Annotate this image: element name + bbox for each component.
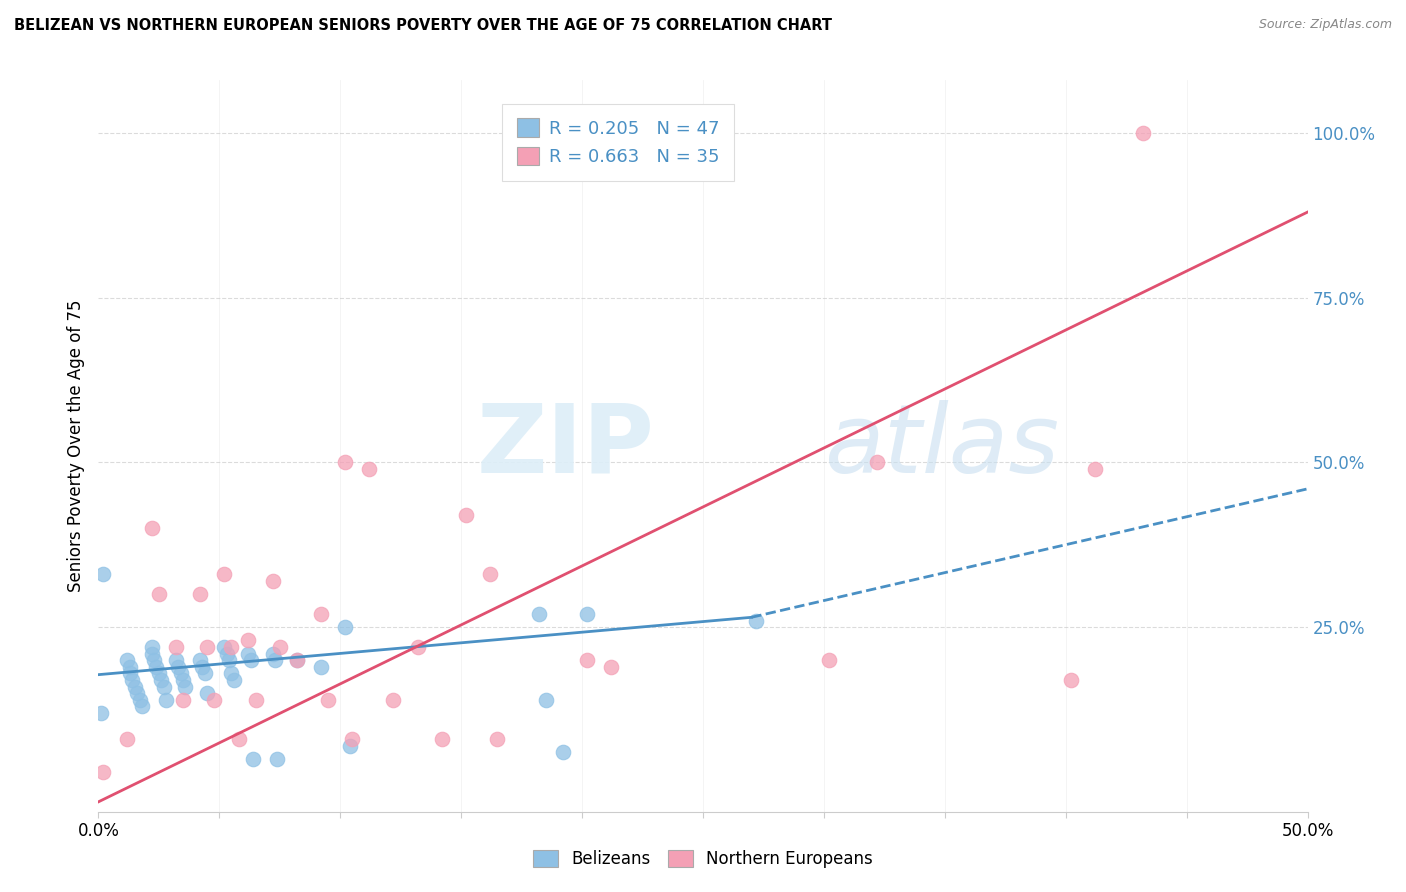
Point bbox=[117, 732, 139, 747]
Point bbox=[150, 673, 173, 687]
Point bbox=[1132, 126, 1154, 140]
Point bbox=[167, 659, 190, 673]
Point bbox=[430, 732, 453, 747]
Point bbox=[212, 567, 235, 582]
Point bbox=[141, 521, 163, 535]
Point bbox=[534, 692, 557, 706]
Point bbox=[212, 640, 235, 654]
Point bbox=[222, 673, 245, 687]
Point bbox=[148, 666, 170, 681]
Point bbox=[245, 692, 267, 706]
Point bbox=[131, 699, 153, 714]
Point bbox=[1084, 462, 1107, 476]
Point bbox=[165, 653, 187, 667]
Point bbox=[204, 692, 226, 706]
Point bbox=[169, 666, 191, 681]
Point bbox=[90, 706, 112, 720]
Point bbox=[486, 732, 509, 747]
Point bbox=[128, 692, 150, 706]
Point bbox=[262, 574, 284, 588]
Point bbox=[1059, 673, 1081, 687]
Point bbox=[172, 692, 194, 706]
Point bbox=[218, 653, 240, 667]
Y-axis label: Seniors Poverty Over the Age of 75: Seniors Poverty Over the Age of 75 bbox=[66, 300, 84, 592]
Text: BELIZEAN VS NORTHERN EUROPEAN SENIORS POVERTY OVER THE AGE OF 75 CORRELATION CHA: BELIZEAN VS NORTHERN EUROPEAN SENIORS PO… bbox=[14, 18, 832, 33]
Point bbox=[339, 739, 361, 753]
Point bbox=[454, 508, 477, 523]
Point bbox=[264, 653, 287, 667]
Point bbox=[527, 607, 550, 621]
Point bbox=[309, 607, 332, 621]
Point bbox=[333, 455, 356, 469]
Point bbox=[124, 680, 146, 694]
Point bbox=[141, 640, 163, 654]
Point bbox=[228, 732, 250, 747]
Point bbox=[285, 653, 308, 667]
Point bbox=[117, 653, 139, 667]
Point bbox=[174, 680, 197, 694]
Point bbox=[600, 659, 623, 673]
Point bbox=[406, 640, 429, 654]
Point bbox=[866, 455, 889, 469]
Point bbox=[195, 686, 218, 700]
Point bbox=[238, 647, 260, 661]
Point bbox=[575, 653, 598, 667]
Point bbox=[285, 653, 308, 667]
Text: atlas: atlas bbox=[824, 400, 1059, 492]
Point bbox=[145, 659, 167, 673]
Point bbox=[745, 614, 768, 628]
Point bbox=[91, 567, 114, 582]
Point bbox=[239, 653, 262, 667]
Text: Source: ZipAtlas.com: Source: ZipAtlas.com bbox=[1258, 18, 1392, 31]
Point bbox=[575, 607, 598, 621]
Point bbox=[316, 692, 339, 706]
Point bbox=[817, 653, 839, 667]
Point bbox=[266, 752, 288, 766]
Point bbox=[155, 692, 177, 706]
Point bbox=[127, 686, 149, 700]
Point bbox=[191, 659, 214, 673]
Point bbox=[165, 640, 187, 654]
Point bbox=[333, 620, 356, 634]
Point bbox=[143, 653, 166, 667]
Point bbox=[188, 653, 211, 667]
Point bbox=[215, 647, 238, 661]
Text: ZIP: ZIP bbox=[477, 400, 655, 492]
Point bbox=[551, 746, 574, 760]
Point bbox=[152, 680, 174, 694]
Point bbox=[221, 666, 243, 681]
Point bbox=[382, 692, 405, 706]
Point bbox=[194, 666, 217, 681]
Point bbox=[359, 462, 381, 476]
Point bbox=[269, 640, 291, 654]
Point bbox=[188, 587, 211, 601]
Point bbox=[121, 673, 143, 687]
Point bbox=[262, 647, 284, 661]
Point bbox=[141, 647, 163, 661]
Point bbox=[195, 640, 218, 654]
Legend: R = 0.205   N = 47, R = 0.663   N = 35: R = 0.205 N = 47, R = 0.663 N = 35 bbox=[502, 104, 734, 180]
Point bbox=[342, 732, 364, 747]
Point bbox=[118, 666, 141, 681]
Legend: Belizeans, Northern Europeans: Belizeans, Northern Europeans bbox=[527, 843, 879, 875]
Point bbox=[91, 765, 114, 780]
Point bbox=[242, 752, 264, 766]
Point bbox=[309, 659, 332, 673]
Point bbox=[148, 587, 170, 601]
Point bbox=[479, 567, 502, 582]
Point bbox=[172, 673, 194, 687]
Point bbox=[221, 640, 243, 654]
Point bbox=[238, 633, 260, 648]
Point bbox=[118, 659, 141, 673]
